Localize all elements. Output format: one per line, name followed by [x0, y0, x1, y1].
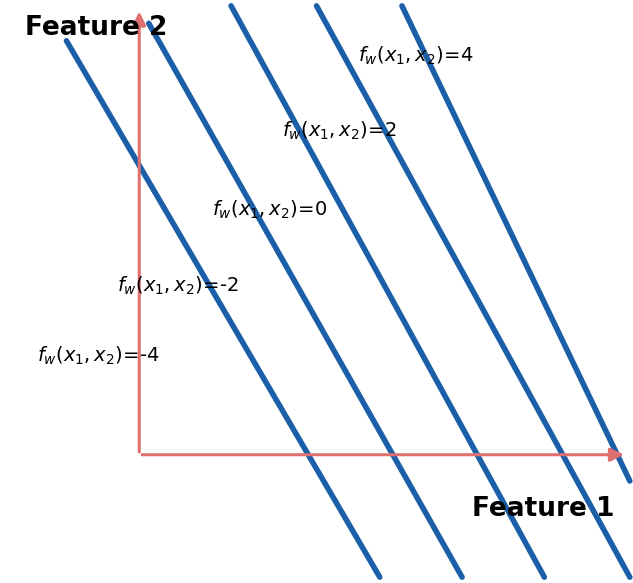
Text: $f_w(x_1,x_2)\!=\!$-4: $f_w(x_1,x_2)\!=\!$-4	[37, 345, 160, 367]
Text: $f_w(x_1,x_2)\!=\!$4: $f_w(x_1,x_2)\!=\!$4	[358, 44, 474, 66]
Text: Feature 1: Feature 1	[472, 496, 614, 522]
Text: $f_w(x_1,x_2)\!=\!$2: $f_w(x_1,x_2)\!=\!$2	[282, 120, 397, 142]
Text: $f_w(x_1,x_2)\!=\!$-2: $f_w(x_1,x_2)\!=\!$-2	[117, 275, 239, 297]
Text: Feature 2: Feature 2	[25, 15, 168, 41]
Text: $f_w(x_1,x_2)\!=\!$0: $f_w(x_1,x_2)\!=\!$0	[212, 199, 328, 221]
